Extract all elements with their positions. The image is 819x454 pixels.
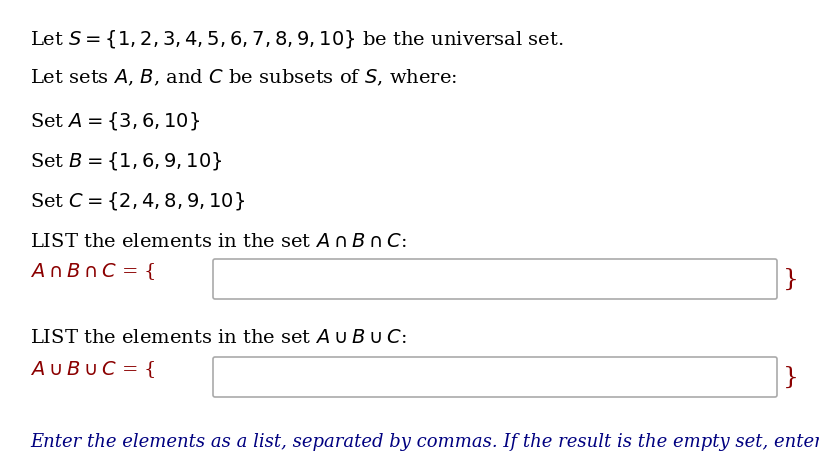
FancyBboxPatch shape — [213, 357, 777, 397]
Text: Let $S = \{1, 2, 3, 4, 5, 6, 7, 8, 9, 10\}$ be the universal set.: Let $S = \{1, 2, 3, 4, 5, 6, 7, 8, 9, 10… — [30, 28, 563, 50]
Text: $A \cap B \cap C$ = {: $A \cap B \cap C$ = { — [30, 261, 156, 282]
FancyBboxPatch shape — [213, 259, 777, 299]
Text: Enter the elements as a list, separated by commas. If the result is the empty se: Enter the elements as a list, separated … — [30, 433, 819, 451]
Text: LIST the elements in the set $A \cap B \cap C$:: LIST the elements in the set $A \cap B \… — [30, 233, 406, 251]
Text: $A \cup B \cup C$ = {: $A \cup B \cup C$ = { — [30, 359, 156, 380]
Text: Set $A = \{3, 6, 10\}$: Set $A = \{3, 6, 10\}$ — [30, 110, 200, 132]
Text: }: } — [783, 365, 799, 389]
Text: Set $C = \{2, 4, 8, 9, 10\}$: Set $C = \{2, 4, 8, 9, 10\}$ — [30, 190, 246, 212]
Text: LIST the elements in the set $A \cup B \cup C$:: LIST the elements in the set $A \cup B \… — [30, 329, 406, 347]
Text: Set $B = \{1, 6, 9, 10\}$: Set $B = \{1, 6, 9, 10\}$ — [30, 150, 223, 172]
Text: }: } — [783, 267, 799, 291]
Text: Let sets $A$, $B$, and $C$ be subsets of $S$, where:: Let sets $A$, $B$, and $C$ be subsets of… — [30, 68, 457, 88]
